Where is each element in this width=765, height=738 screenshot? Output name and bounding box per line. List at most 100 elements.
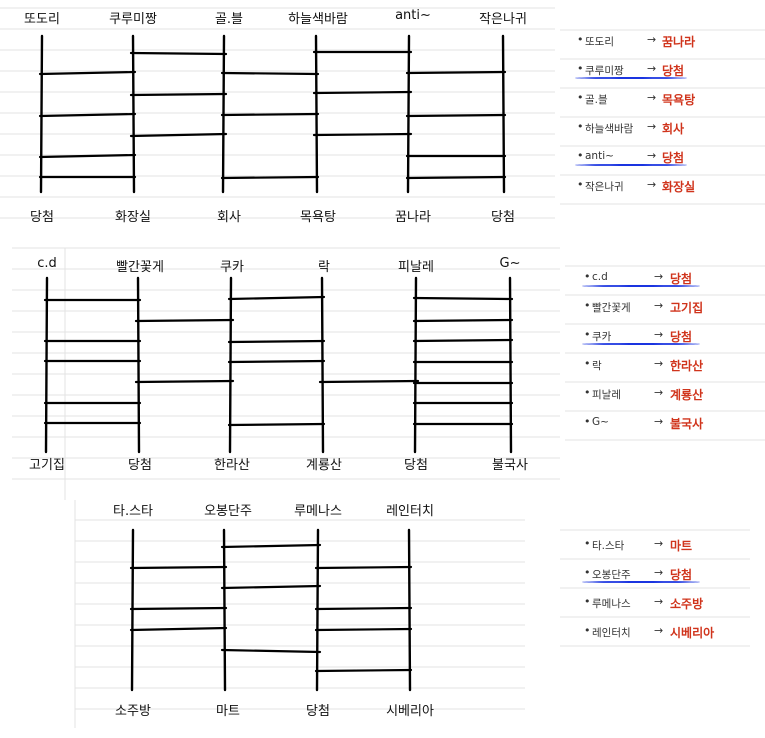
right-arrow-icon: → — [654, 328, 664, 341]
bullet-dot-icon: • — [584, 357, 591, 370]
ladder-rung — [405, 70, 507, 75]
summary-participant: c.d — [592, 271, 608, 283]
ladder-rung — [220, 71, 320, 76]
participant-name: 작은나귀 — [479, 12, 527, 27]
ladder-rung — [129, 606, 228, 611]
summary-result: 꿈나라 — [662, 35, 696, 49]
right-arrow-icon: → — [654, 537, 664, 550]
summary-participant: 빨간꽃게 — [592, 302, 631, 314]
ladder-rung — [227, 339, 326, 344]
bullet-dot-icon: • — [577, 120, 584, 133]
right-arrow-icon: → — [647, 178, 657, 191]
winner-underline-mark — [575, 164, 687, 166]
participant-name: 쿠루미짱 — [109, 12, 157, 27]
ladder-outcome: 고기집 — [29, 458, 65, 473]
ladder-outcome: 화장실 — [115, 210, 151, 225]
summary-participant: G~ — [592, 416, 609, 428]
ladder-rung — [312, 132, 413, 137]
right-arrow-icon: → — [647, 91, 657, 104]
winner-underline-mark — [582, 285, 700, 287]
ladder-rung — [314, 627, 413, 632]
ladder-outcome: 소주방 — [115, 704, 151, 719]
right-arrow-icon: → — [654, 386, 664, 399]
ladder-rail — [407, 528, 412, 692]
summary-result: 당첨 — [662, 64, 685, 78]
winner-underline-mark — [582, 343, 700, 345]
ladder-outcome: 당첨 — [404, 458, 428, 473]
summary-result: 소주방 — [670, 597, 704, 611]
ladder-rung — [412, 318, 514, 323]
ladder-lines-3 — [129, 528, 413, 692]
ladder-rung — [134, 379, 235, 384]
bullet-dot-icon: • — [577, 62, 584, 75]
ladder-game-2: c.d 빨간꽃게 쿠카 락 피날레 G~ 고기집 당첨 한라산 계룡산 당첨 불국사 — [0, 0, 560, 480]
summary-participant: 피날레 — [592, 389, 621, 401]
ladder-rung — [227, 359, 326, 364]
summary-participant: 루메나스 — [592, 598, 631, 610]
ladder-outcome: 당첨 — [30, 210, 54, 225]
summary-participant: 쿠카 — [592, 331, 612, 343]
bullet-dot-icon: • — [584, 328, 591, 341]
summary-result: 당첨 — [670, 272, 693, 286]
ladder-rung — [38, 70, 137, 76]
right-arrow-icon: → — [647, 33, 657, 46]
ladder-rung — [129, 565, 228, 570]
bullet-dot-icon: • — [584, 566, 591, 579]
ladder-rung — [227, 295, 326, 301]
bullet-dot-icon: • — [584, 537, 591, 550]
bullet-dot-icon: • — [577, 33, 584, 46]
participant-name: 골.블 — [214, 12, 244, 27]
summary-participant: 쿠루미짱 — [585, 65, 624, 77]
participant-name: 오봉단주 — [204, 504, 252, 519]
ladder-rung — [227, 422, 326, 427]
ladder-rail — [406, 34, 411, 194]
summary-result: 당첨 — [670, 568, 693, 582]
ladder-rung — [129, 626, 228, 632]
summary-participant: 레인터치 — [592, 627, 631, 639]
bullet-dot-icon: • — [584, 595, 591, 608]
ladder-outcome: 회사 — [217, 210, 241, 225]
ladder-outcome: 시베리아 — [386, 704, 434, 719]
bullet-dot-icon: • — [577, 91, 584, 104]
summary-participant: 골.블 — [585, 94, 608, 106]
participant-name: c.d — [37, 256, 57, 271]
ladder-outcome: 당첨 — [128, 458, 152, 473]
ladder-lines-2 — [43, 276, 514, 454]
right-arrow-icon: → — [647, 120, 657, 133]
ladder-rung — [412, 296, 514, 301]
ladder-rung — [314, 565, 413, 570]
ladder-rung — [129, 92, 228, 97]
ladder-outcome: 불국사 — [492, 458, 528, 473]
right-arrow-icon: → — [654, 270, 664, 283]
participant-name: 또도리 — [24, 12, 60, 27]
participant-name: anti~ — [395, 8, 431, 23]
summary-result: 회사 — [662, 122, 685, 136]
participant-name: 루메나스 — [294, 504, 342, 519]
ladder-outcome: 한라산 — [214, 458, 250, 473]
ladder-rung — [220, 543, 322, 549]
right-arrow-icon: → — [647, 149, 657, 162]
ladder-rung — [405, 175, 507, 180]
right-arrow-icon: → — [647, 62, 657, 75]
summary-result: 마트 — [670, 539, 693, 553]
ladder-rung — [314, 668, 413, 673]
summary-participant: 또도리 — [585, 36, 614, 48]
ladder-game-1: 또도리 쿠루미짱 골.블 하늘색바람 anti~ 작은나귀 당첨 화장실 회사 목욕탕 꿈나라 당첨 — [0, 0, 560, 230]
summary-result: 당첨 — [670, 330, 693, 344]
ladder-rung — [312, 90, 413, 95]
winner-underline-mark — [582, 581, 700, 583]
ladder-outcome: 목욕탕 — [300, 210, 336, 225]
right-arrow-icon: → — [654, 624, 664, 637]
ladder-outcome: 당첨 — [306, 704, 330, 719]
summary-participant: 오봉단주 — [592, 569, 631, 581]
ladder-rung — [38, 112, 137, 118]
bullet-dot-icon: • — [584, 299, 591, 312]
ladder-rung — [318, 379, 420, 384]
participant-name: 레인터치 — [386, 504, 434, 519]
ladder-lines-1 — [38, 34, 507, 194]
right-arrow-icon: → — [654, 299, 664, 312]
right-arrow-icon: → — [654, 415, 664, 428]
ladder-rung — [405, 113, 507, 118]
ladder-outcome: 마트 — [216, 704, 240, 719]
